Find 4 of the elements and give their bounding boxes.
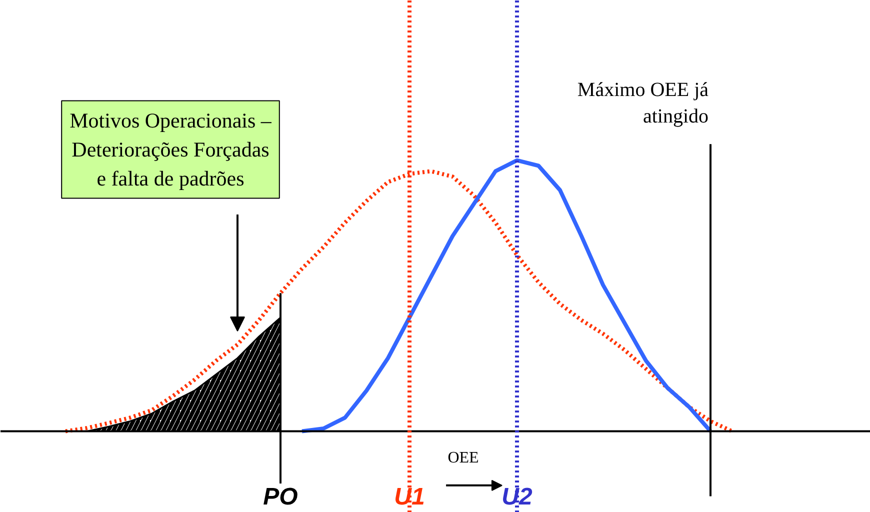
annotation: Motivos Operacionais – Deteriorações Forçadas e falta de padrões [70, 108, 272, 190]
text: Máximo OEE já atingido [577, 79, 709, 128]
x-tick-label: PO [263, 484, 298, 510]
text: OEE [448, 449, 479, 466]
